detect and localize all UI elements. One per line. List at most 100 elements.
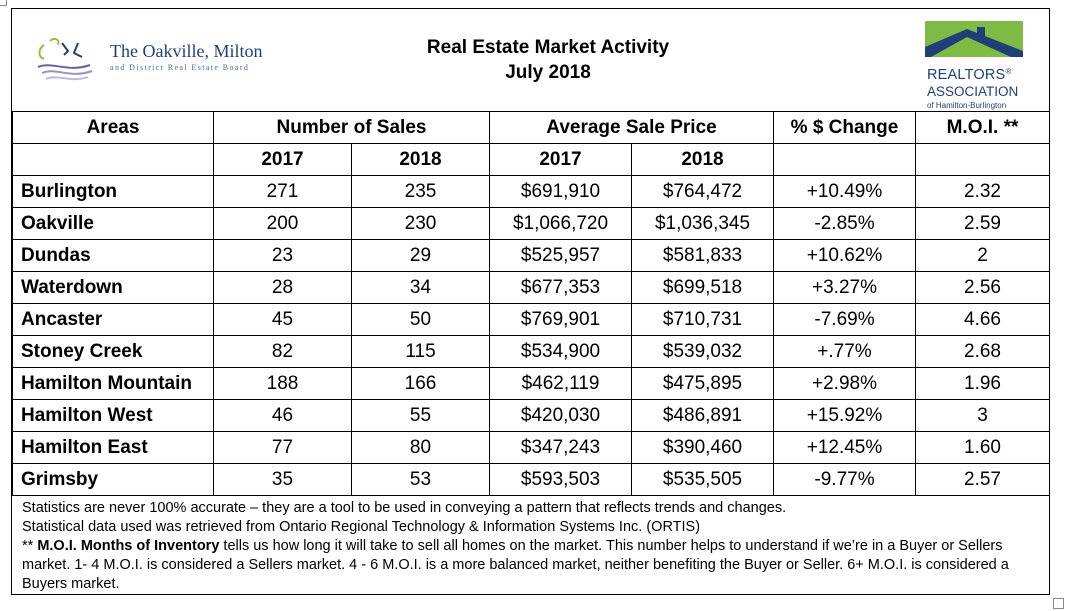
sales-2017: 77	[213, 431, 352, 464]
footnote-accuracy: Statistics are never 100% accurate – the…	[22, 500, 787, 516]
header-number-of-sales: Number of Sales	[213, 111, 490, 144]
table-row: Burlington 271 235 $691,910 $764,472 +10…	[12, 175, 1050, 208]
subheader-empty	[12, 143, 214, 176]
moi-value: 2.59	[915, 207, 1050, 240]
percent-change: +2.98%	[773, 367, 916, 400]
footnote-moi-description: tells us how long it will take to sell a…	[22, 538, 1009, 592]
price-2018: $535,505	[631, 463, 774, 496]
sales-2018: 55	[351, 399, 490, 432]
resize-handle[interactable]	[1053, 598, 1064, 609]
board-logo: The Oakville, Milton and District Real E…	[34, 33, 299, 83]
sales-2018: 29	[351, 239, 490, 272]
percent-change: +15.92%	[773, 399, 916, 432]
price-2017: $462,119	[489, 367, 632, 400]
table-row: Hamilton East 77 80 $347,243 $390,460 +1…	[12, 431, 1050, 464]
sales-2018: 80	[351, 431, 490, 464]
subheader-price-2017: 2017	[489, 143, 632, 176]
board-logo-subtitle: and District Real Estate Board	[110, 63, 250, 72]
price-2018: $699,518	[631, 271, 774, 304]
price-2017: $769,901	[489, 303, 632, 336]
moi-value: 2.68	[915, 335, 1050, 368]
realtors-house-icon	[925, 21, 1023, 57]
price-2017: $677,353	[489, 271, 632, 304]
area-name: Ancaster	[12, 303, 214, 336]
footnote-moi-term: M.O.I. Months of Inventory	[37, 538, 220, 554]
sales-2017: 188	[213, 367, 352, 400]
sales-2017: 23	[213, 239, 352, 272]
board-logo-emblem-icon	[37, 37, 93, 81]
sales-2018: 50	[351, 303, 490, 336]
subheader-empty	[915, 143, 1050, 176]
sales-2017: 271	[213, 175, 352, 208]
report-title-line1: Real Estate Market Activity	[426, 37, 670, 58]
price-2018: $710,731	[631, 303, 774, 336]
area-name: Hamilton West	[12, 399, 214, 432]
percent-change: -9.77%	[773, 463, 916, 496]
moi-value: 1.60	[915, 431, 1050, 464]
report-title-line2: July 2018	[505, 62, 591, 83]
sales-2017: 45	[213, 303, 352, 336]
moi-value: 2.56	[915, 271, 1050, 304]
realtors-logo-line3: of Hamilton-Burlington	[927, 101, 1007, 110]
price-2017: $1,066,720	[489, 207, 632, 240]
market-activity-table: Areas Number of Sales Average Sale Price…	[12, 111, 1050, 496]
price-2018: $1,036,345	[631, 207, 774, 240]
header-areas: Areas	[12, 111, 214, 144]
realtors-logo-line2: ASSOCIATION	[927, 84, 1019, 99]
header-moi: M.O.I. **	[915, 111, 1050, 144]
percent-change: +.77%	[773, 335, 916, 368]
sales-2018: 166	[351, 367, 490, 400]
realtors-logo-line1: REALTORS®	[927, 67, 1012, 83]
area-name: Grimsby	[12, 463, 214, 496]
sales-2017: 28	[213, 271, 352, 304]
sales-2018: 230	[351, 207, 490, 240]
footnotes: Statistics are never 100% accurate – the…	[12, 493, 1049, 594]
subheader-sales-2017: 2017	[213, 143, 352, 176]
moi-value: 3	[915, 399, 1050, 432]
sales-2018: 115	[351, 335, 490, 368]
table-row: Dundas 23 29 $525,957 $581,833 +10.62% 2	[12, 239, 1050, 272]
sales-2017: 82	[213, 335, 352, 368]
sales-2017: 35	[213, 463, 352, 496]
table-header-row: Areas Number of Sales Average Sale Price…	[12, 111, 1050, 144]
table-row: Waterdown 28 34 $677,353 $699,518 +3.27%…	[12, 271, 1050, 304]
price-2017: $593,503	[489, 463, 632, 496]
sales-2017: 46	[213, 399, 352, 432]
market-report: The Oakville, Milton and District Real E…	[11, 8, 1050, 595]
moi-value: 4.66	[915, 303, 1050, 336]
moi-value: 2.57	[915, 463, 1050, 496]
header-average-sale-price: Average Sale Price	[489, 111, 774, 144]
price-2018: $475,895	[631, 367, 774, 400]
sales-2017: 200	[213, 207, 352, 240]
price-2018: $581,833	[631, 239, 774, 272]
percent-change: -2.85%	[773, 207, 916, 240]
subheader-price-2018: 2018	[631, 143, 774, 176]
table-row: Ancaster 45 50 $769,901 $710,731 -7.69% …	[12, 303, 1050, 336]
price-2018: $390,460	[631, 431, 774, 464]
price-2017: $347,243	[489, 431, 632, 464]
area-name: Hamilton East	[12, 431, 214, 464]
moi-value: 2.32	[915, 175, 1050, 208]
area-name: Dundas	[12, 239, 214, 272]
realtors-association-logo: REALTORS® ASSOCIATION of Hamilton-Burlin…	[919, 21, 1031, 110]
sales-2018: 34	[351, 271, 490, 304]
percent-change: -7.69%	[773, 303, 916, 336]
footnote-data-source: Statistical data used was retrieved from…	[22, 519, 701, 535]
price-2018: $486,891	[631, 399, 774, 432]
footnote-moi-prefix: **	[22, 538, 38, 554]
moi-value: 2	[915, 239, 1050, 272]
area-name: Burlington	[12, 175, 214, 208]
footnote-moi: ** M.O.I. Months of Inventory tells us h…	[22, 537, 1039, 594]
area-name: Oakville	[12, 207, 214, 240]
subheader-empty	[773, 143, 916, 176]
percent-change: +10.62%	[773, 239, 916, 272]
price-2017: $534,900	[489, 335, 632, 368]
table-subheader-row: 2017 2018 2017 2018	[12, 143, 1050, 176]
sales-2018: 53	[351, 463, 490, 496]
price-2017: $691,910	[489, 175, 632, 208]
percent-change: +3.27%	[773, 271, 916, 304]
area-name: Hamilton Mountain	[12, 367, 214, 400]
price-2018: $764,472	[631, 175, 774, 208]
percent-change: +12.45%	[773, 431, 916, 464]
board-logo-name: The Oakville, Milton	[110, 41, 263, 61]
